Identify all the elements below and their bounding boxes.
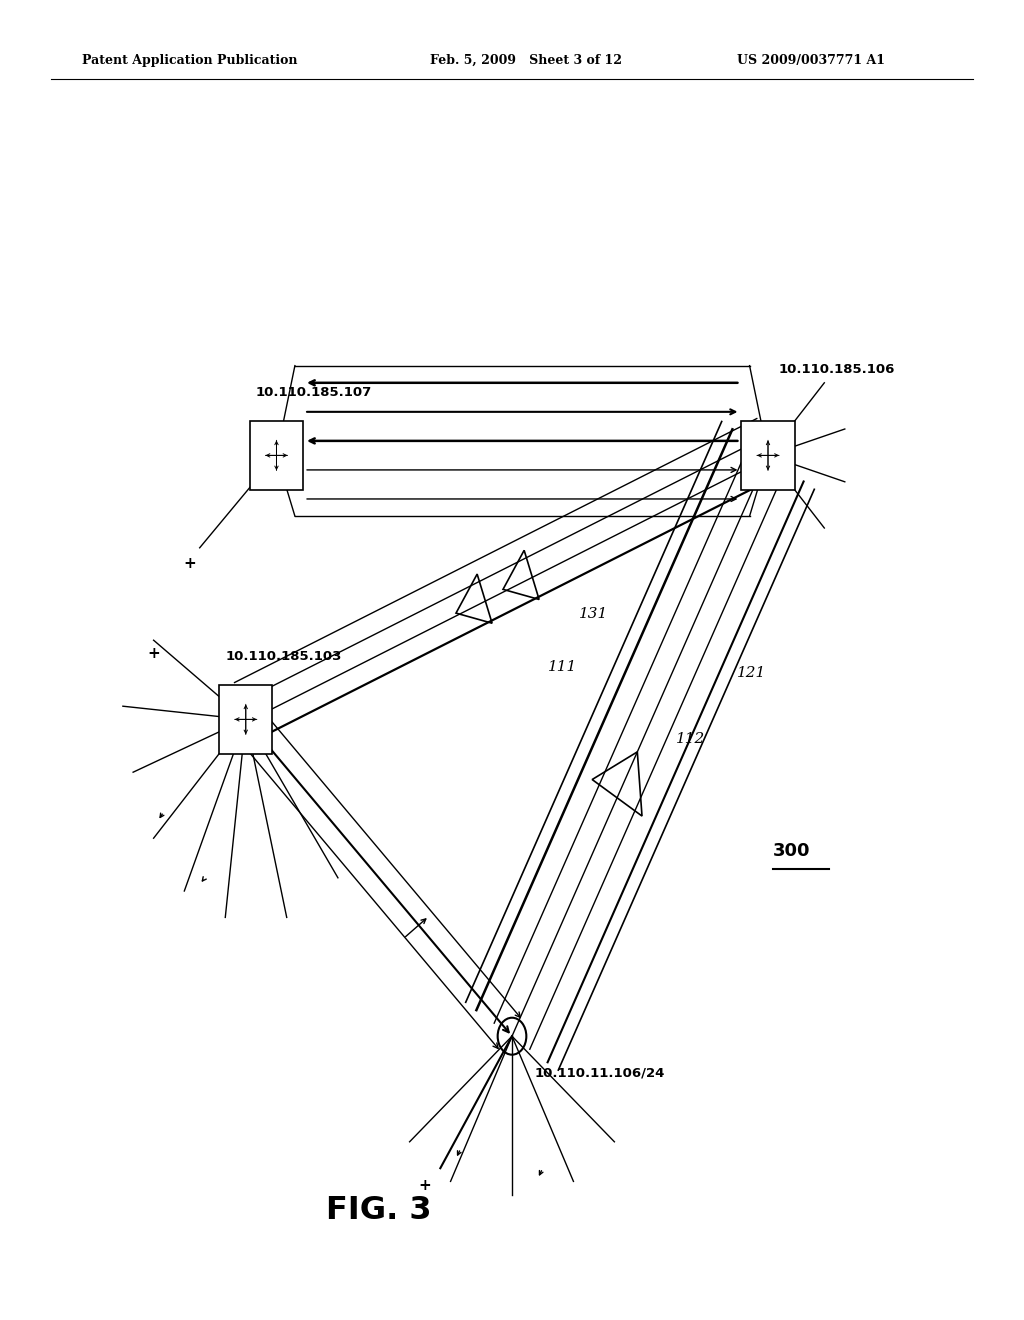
Text: +: + <box>147 645 160 661</box>
Bar <box>250 421 303 490</box>
Text: 121: 121 <box>737 667 767 680</box>
Text: +: + <box>419 1177 431 1193</box>
Bar <box>741 421 795 490</box>
Text: +: + <box>183 556 196 572</box>
Text: 300: 300 <box>773 842 811 861</box>
Text: Patent Application Publication: Patent Application Publication <box>82 54 297 67</box>
Text: 111: 111 <box>548 660 578 673</box>
Text: FIG. 3: FIG. 3 <box>326 1195 432 1226</box>
Text: 10.110.185.107: 10.110.185.107 <box>256 385 373 399</box>
Text: 10.110.185.106: 10.110.185.106 <box>778 363 895 376</box>
Text: 10.110.11.106/24: 10.110.11.106/24 <box>535 1067 665 1080</box>
Text: US 2009/0037771 A1: US 2009/0037771 A1 <box>737 54 886 67</box>
Bar <box>219 685 272 754</box>
Text: 131: 131 <box>579 607 608 620</box>
Text: 10.110.185.103: 10.110.185.103 <box>225 649 342 663</box>
Text: 112: 112 <box>676 733 706 746</box>
Text: Feb. 5, 2009   Sheet 3 of 12: Feb. 5, 2009 Sheet 3 of 12 <box>430 54 622 67</box>
